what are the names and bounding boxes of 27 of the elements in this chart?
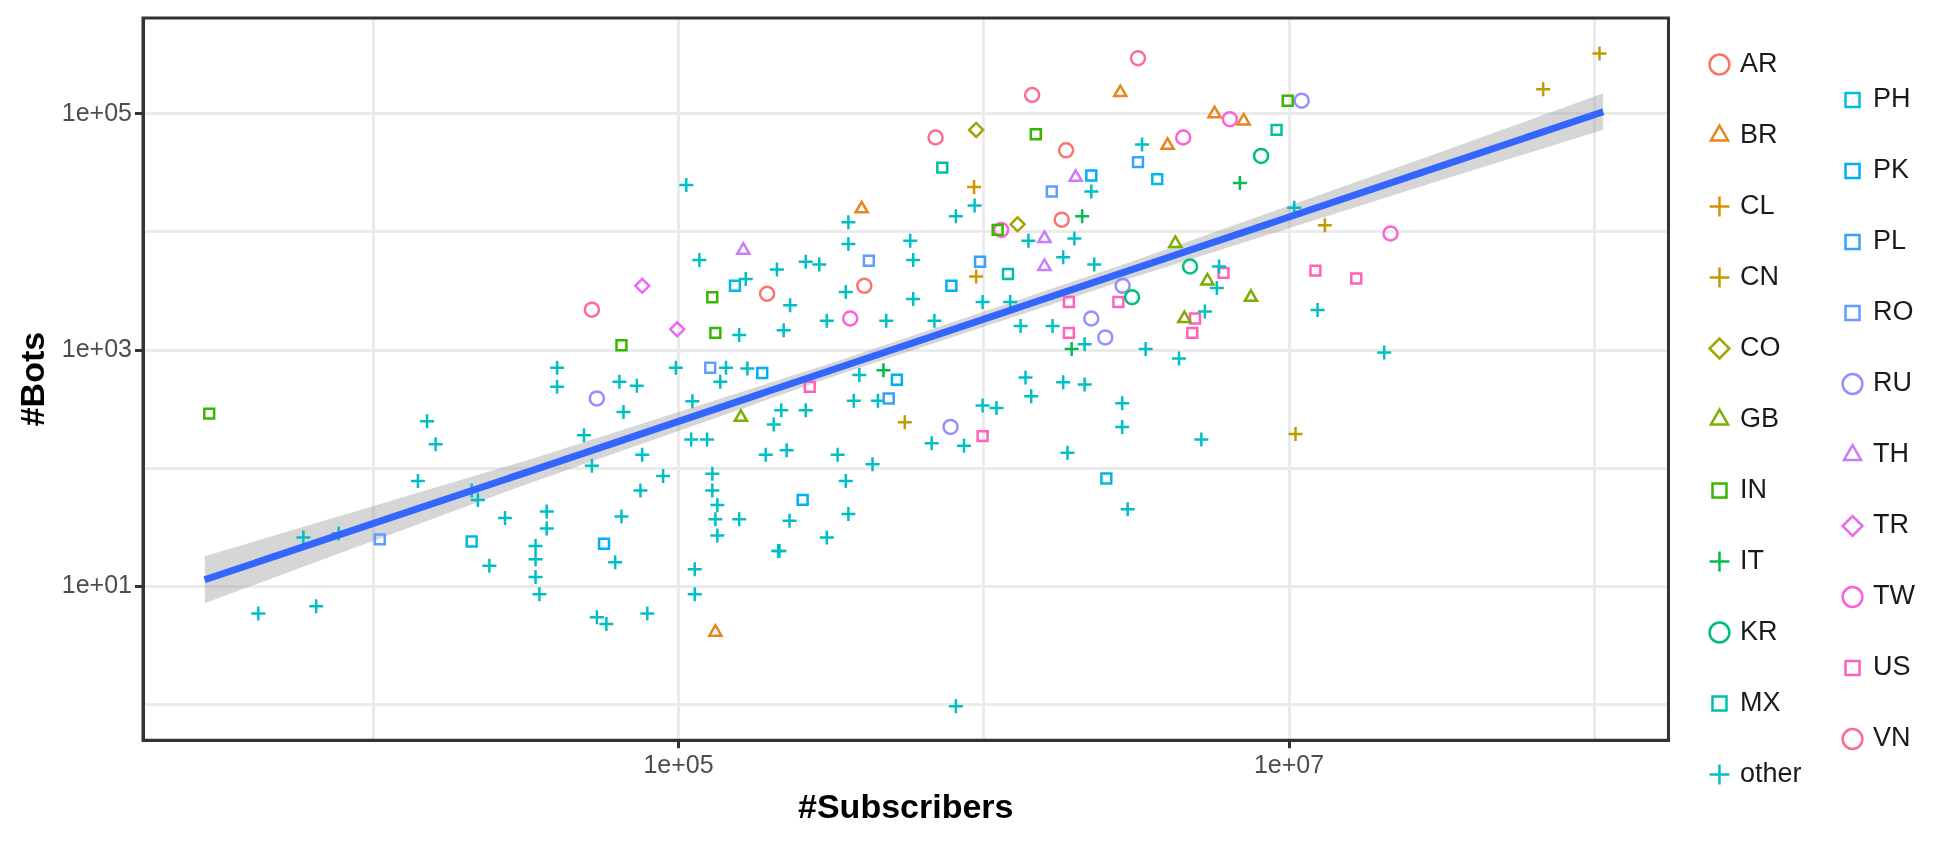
legend-label: IT	[1739, 544, 1764, 575]
legend-label: KR	[1739, 615, 1778, 646]
legend-label: RU	[1873, 367, 1913, 398]
legend-label: CO	[1739, 331, 1781, 362]
legend-label: AR	[1739, 47, 1778, 78]
y-axis-title: #Bots	[12, 331, 51, 427]
legend-label: BR	[1739, 118, 1778, 149]
legend-label: VN	[1873, 722, 1911, 753]
x-tick-label: 1e+07	[1253, 750, 1325, 779]
legend-label: RO	[1873, 296, 1914, 327]
legend-label: MX	[1739, 686, 1781, 717]
legend-label: PL	[1873, 225, 1907, 256]
legend-label: TH	[1873, 438, 1910, 469]
legend-label: TR	[1873, 509, 1910, 540]
y-tick-label: 1e+01	[61, 570, 133, 599]
legend-label: GB	[1739, 402, 1779, 433]
x-axis-title: #Subscribers	[798, 786, 1014, 825]
legend-label: PH	[1873, 83, 1911, 114]
y-tick-label: 1e+05	[61, 97, 133, 126]
legend-label: TW	[1873, 580, 1916, 611]
legend-label: CL	[1739, 189, 1775, 220]
y-tick-label: 1e+03	[61, 333, 133, 362]
legend-label: IN	[1739, 473, 1767, 504]
legend-label: CN	[1739, 260, 1779, 291]
legend-label: US	[1873, 651, 1911, 682]
legend-label: other	[1739, 757, 1802, 788]
legend-label: PK	[1873, 154, 1910, 185]
